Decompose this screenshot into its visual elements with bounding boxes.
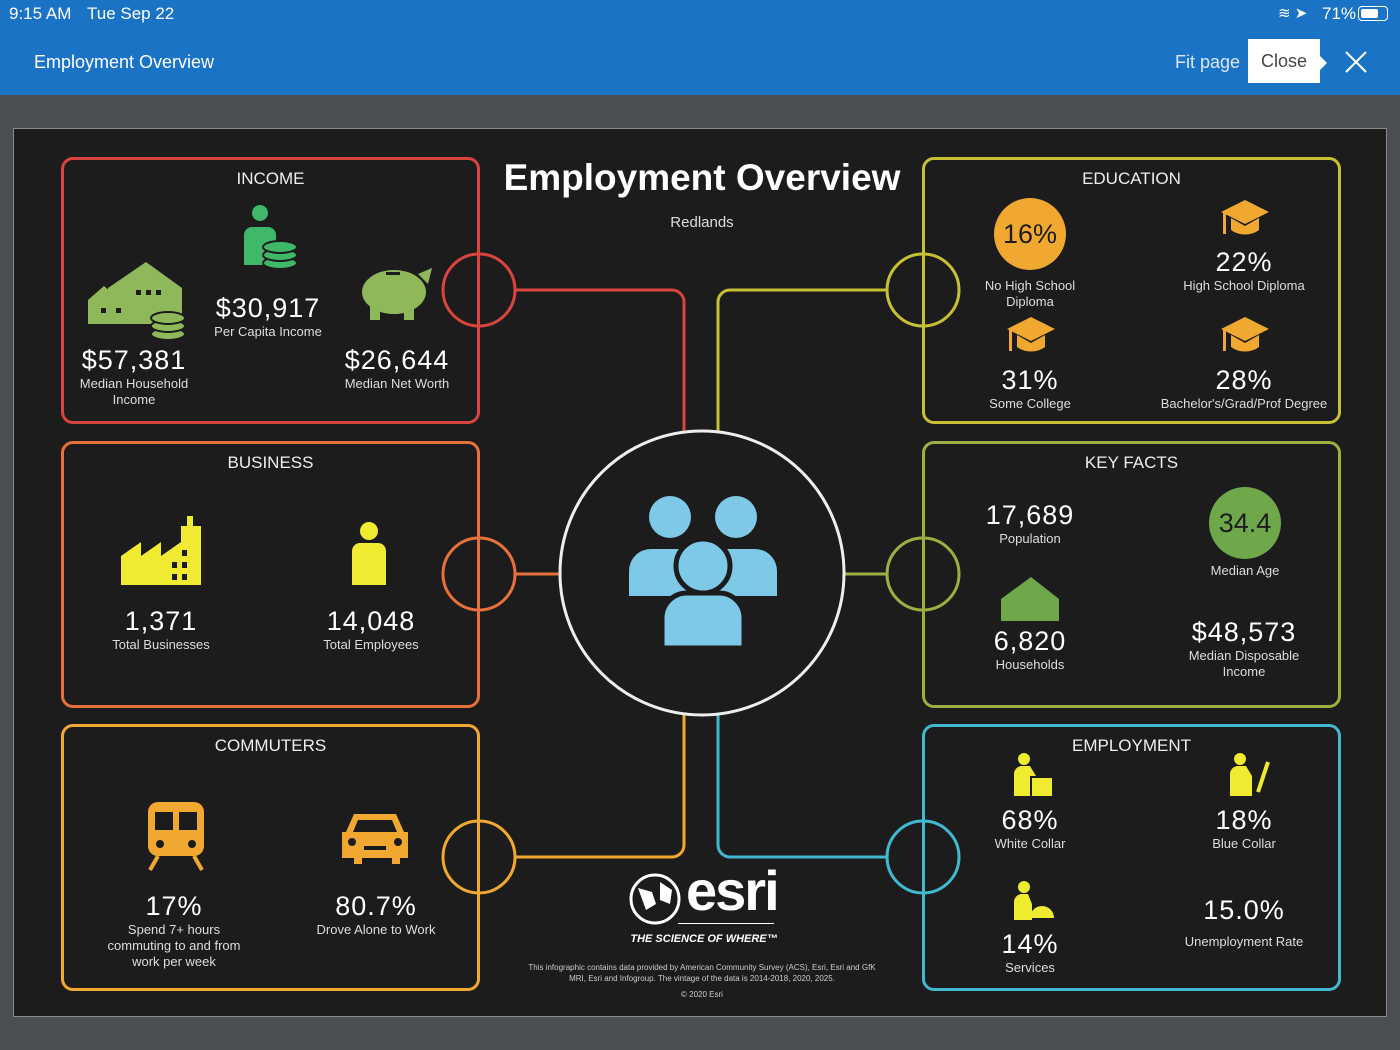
unemployment-label: Unemployment Rate: [1184, 934, 1304, 949]
close-icon[interactable]: [1344, 50, 1368, 74]
population-label: Population: [999, 531, 1061, 546]
services-icon: [1014, 881, 1054, 920]
esri-logo-text: esri: [686, 859, 780, 922]
income-title: INCOME: [236, 169, 305, 188]
piggy-bank-icon: [362, 268, 432, 320]
footer-line-2: MRI, Esri and Infogroup. The vintage of …: [569, 974, 835, 983]
employment-title: EMPLOYMENT: [1071, 736, 1192, 755]
net-worth-value: $26,644: [344, 345, 450, 375]
businesses-value: 1,371: [124, 606, 198, 636]
commute-spend-label-2: commuting to and from: [107, 938, 241, 953]
blue-collar-icon: [1230, 753, 1270, 796]
key-facts-panel: KEY FACTS: [922, 441, 1341, 708]
employment-panel: EMPLOYMENT: [922, 724, 1341, 991]
education-title: EDUCATION: [1082, 169, 1181, 188]
graduation-cap-icon: [1221, 200, 1269, 235]
white-collar-icon: [1014, 753, 1052, 796]
some-college-value: 31%: [1001, 365, 1059, 395]
median-household-label: Median Household: [79, 376, 189, 391]
wifi-icon: ≋ ➤: [1278, 5, 1308, 22]
infographic-title: Employment Overview: [503, 157, 901, 198]
copyright: © 2020 Esri: [681, 990, 723, 999]
footer-line-1: This infographic contains data provided …: [528, 963, 876, 972]
disposable-income-value: $48,573: [1191, 617, 1297, 647]
car-icon: [342, 814, 408, 864]
people-icon: [629, 496, 777, 651]
tooltip-arrow: [1319, 55, 1335, 71]
education-panel: EDUCATION: [922, 157, 1341, 424]
unemployment-value: 15.0%: [1203, 895, 1285, 925]
key-facts-title: KEY FACTS: [1084, 453, 1179, 472]
median-household-value: $57,381: [81, 345, 187, 375]
households-label: Households: [995, 657, 1065, 672]
business-title: BUSINESS: [227, 453, 314, 472]
blue-collar-label: Blue Collar: [1212, 836, 1276, 851]
commuters-title: COMMUTERS: [214, 736, 327, 755]
median-age-badge: 34.4: [1209, 487, 1281, 559]
person-money-icon: [244, 205, 298, 270]
hs-label: High School Diploma: [1183, 278, 1305, 293]
business-panel: BUSINESS: [61, 441, 480, 708]
drove-alone-label: Drove Alone to Work: [316, 922, 436, 937]
esri-tagline: THE SCIENCE OF WHERE™: [630, 933, 778, 945]
disposable-income-label-2: Income: [1222, 664, 1266, 679]
bachelors-label: Bachelor's/Grad/Prof Degree: [1160, 396, 1328, 411]
median-age-label: Median Age: [1210, 563, 1280, 578]
commute-spend-label: Spend 7+ hours: [127, 922, 221, 937]
commuters-panel: COMMUTERS: [61, 724, 480, 991]
status-time: 9:15 AM: [9, 4, 72, 23]
fit-page-button[interactable]: Fit page: [1175, 52, 1241, 72]
employees-value: 14,048: [326, 606, 416, 636]
income-panel: INCOME: [61, 157, 480, 424]
battery-icon: [1358, 6, 1388, 21]
train-icon: [148, 802, 204, 871]
population-value: 17,689: [985, 500, 1075, 530]
no-hs-badge: 16%: [994, 198, 1066, 270]
close-tooltip: Close: [1248, 39, 1320, 83]
per-capita-value: $30,917: [215, 293, 321, 323]
drove-alone-value: 80.7%: [335, 891, 417, 921]
page-title: Employment Overview: [34, 52, 215, 72]
battery-percent: 71%: [1322, 4, 1357, 23]
graduation-cap-icon: [1221, 317, 1269, 352]
bachelors-value: 28%: [1215, 365, 1273, 395]
white-collar-value: 68%: [1001, 805, 1059, 835]
commute-spend-label-3: work per week: [132, 954, 216, 969]
households-value: 6,820: [993, 626, 1067, 656]
employees-label: Total Employees: [323, 637, 419, 652]
net-worth-label: Median Net Worth: [344, 376, 450, 391]
location: Redlands: [670, 214, 734, 231]
disposable-income-label: Median Disposable: [1188, 648, 1300, 663]
factory-icon: [121, 516, 201, 585]
white-collar-label: White Collar: [994, 836, 1066, 851]
hs-value: 22%: [1215, 247, 1273, 277]
blue-collar-value: 18%: [1215, 805, 1273, 835]
median-household-label-2: Income: [112, 392, 156, 407]
house-icon: [1001, 577, 1059, 621]
services-label: Services: [1005, 960, 1055, 975]
commute-spend-value: 17%: [145, 891, 203, 921]
graduation-cap-icon: [1007, 317, 1055, 352]
logo-divider: [678, 923, 774, 924]
per-capita-label: Per Capita Income: [214, 324, 322, 339]
businesses-label: Total Businesses: [112, 637, 210, 652]
no-hs-label: No High School: [984, 278, 1076, 293]
services-value: 14%: [1001, 929, 1059, 959]
house-money-icon: [88, 262, 186, 341]
no-hs-label-2: Diploma: [1006, 294, 1054, 309]
top-bar: 9:15 AM Tue Sep 22 ≋ ➤ 71% Employment Ov…: [0, 0, 1400, 95]
person-icon: [352, 522, 386, 585]
status-date: Tue Sep 22: [87, 4, 175, 23]
some-college-label: Some College: [989, 396, 1071, 411]
esri-globe-icon: [629, 873, 681, 925]
